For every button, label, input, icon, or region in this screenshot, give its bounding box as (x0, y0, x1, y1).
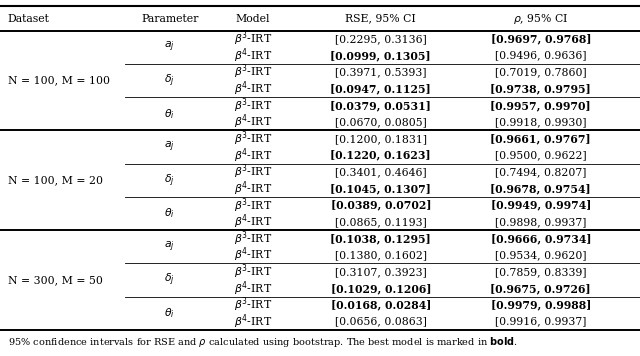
Text: [0.1038, 0.1295]: [0.1038, 0.1295] (330, 233, 431, 244)
Text: [0.1045, 0.1307]: [0.1045, 0.1307] (330, 183, 431, 194)
Text: $\theta_i$: $\theta_i$ (164, 107, 175, 121)
Text: $\beta^3$-IRT: $\beta^3$-IRT (234, 262, 272, 281)
Text: $\beta^3$-IRT: $\beta^3$-IRT (234, 63, 272, 82)
Text: [0.9534, 0.9620]: [0.9534, 0.9620] (495, 250, 586, 260)
Text: [0.7494, 0.8207]: [0.7494, 0.8207] (495, 167, 586, 177)
Text: [0.0999, 0.1305]: [0.0999, 0.1305] (330, 50, 431, 61)
Text: $\beta^4$-IRT: $\beta^4$-IRT (234, 146, 272, 165)
Text: [0.9500, 0.9622]: [0.9500, 0.9622] (495, 150, 587, 160)
Text: N = 100, M = 100: N = 100, M = 100 (8, 75, 109, 85)
Text: N = 100, M = 20: N = 100, M = 20 (8, 175, 102, 185)
Text: [0.9979, 0.9988]: [0.9979, 0.9988] (491, 299, 591, 310)
Text: [0.0379, 0.0531]: [0.0379, 0.0531] (330, 100, 431, 111)
Text: $\beta^3$-IRT: $\beta^3$-IRT (234, 196, 272, 215)
Text: 95% confidence intervals for RSE and $\rho$ calculated using bootstrap. The best: 95% confidence intervals for RSE and $\r… (8, 335, 517, 349)
Text: [0.1200, 0.1831]: [0.1200, 0.1831] (335, 134, 427, 144)
Text: $\beta^3$-IRT: $\beta^3$-IRT (234, 163, 272, 181)
Text: $\beta^4$-IRT: $\beta^4$-IRT (234, 246, 272, 265)
Text: [0.9957, 0.9970]: [0.9957, 0.9970] (490, 100, 591, 111)
Text: [0.3107, 0.3923]: [0.3107, 0.3923] (335, 267, 427, 277)
Text: [0.9666, 0.9734]: [0.9666, 0.9734] (490, 233, 591, 244)
Text: $\beta^3$-IRT: $\beta^3$-IRT (234, 229, 272, 248)
Text: [0.0670, 0.0805]: [0.0670, 0.0805] (335, 117, 427, 127)
Text: [0.9678, 0.9754]: [0.9678, 0.9754] (490, 183, 591, 194)
Text: $\beta^4$-IRT: $\beta^4$-IRT (234, 313, 272, 331)
Text: $\beta^3$-IRT: $\beta^3$-IRT (234, 30, 272, 48)
Text: [0.9496, 0.9636]: [0.9496, 0.9636] (495, 51, 586, 61)
Text: [0.9916, 0.9937]: [0.9916, 0.9937] (495, 317, 586, 327)
Text: $\beta^4$-IRT: $\beta^4$-IRT (234, 213, 272, 231)
Text: $\beta^3$-IRT: $\beta^3$-IRT (234, 130, 272, 148)
Text: $a_j$: $a_j$ (164, 240, 175, 254)
Text: Parameter: Parameter (141, 14, 198, 23)
Text: [0.9675, 0.9726]: [0.9675, 0.9726] (490, 283, 591, 294)
Text: [0.9918, 0.9930]: [0.9918, 0.9930] (495, 117, 586, 127)
Text: $\delta_j$: $\delta_j$ (164, 172, 175, 189)
Text: RSE, 95% CI: RSE, 95% CI (346, 14, 416, 23)
Text: [0.0168, 0.0284]: [0.0168, 0.0284] (331, 299, 431, 310)
Text: [0.0947, 0.1125]: [0.0947, 0.1125] (330, 83, 431, 94)
Text: Dataset: Dataset (8, 14, 49, 23)
Text: [0.0865, 0.1193]: [0.0865, 0.1193] (335, 217, 427, 227)
Text: [0.3401, 0.4646]: [0.3401, 0.4646] (335, 167, 427, 177)
Text: [0.9697, 0.9768]: [0.9697, 0.9768] (490, 33, 591, 44)
Text: $\beta^4$-IRT: $\beta^4$-IRT (234, 46, 272, 65)
Text: [0.9949, 0.9974]: [0.9949, 0.9974] (491, 200, 591, 211)
Text: [0.1380, 0.1602]: [0.1380, 0.1602] (335, 250, 427, 260)
Text: [0.9898, 0.9937]: [0.9898, 0.9937] (495, 217, 586, 227)
Text: $\rho$, 95% CI: $\rho$, 95% CI (513, 11, 568, 26)
Text: [0.2295, 0.3136]: [0.2295, 0.3136] (335, 34, 427, 44)
Text: $\beta^4$-IRT: $\beta^4$-IRT (234, 79, 272, 98)
Text: [0.7859, 0.8339]: [0.7859, 0.8339] (495, 267, 586, 277)
Text: [0.0389, 0.0702]: [0.0389, 0.0702] (330, 200, 431, 211)
Text: N = 300, M = 50: N = 300, M = 50 (8, 275, 102, 285)
Text: $a_j$: $a_j$ (164, 40, 175, 54)
Text: $\beta^3$-IRT: $\beta^3$-IRT (234, 96, 272, 115)
Text: [0.1029, 0.1206]: [0.1029, 0.1206] (330, 283, 431, 294)
Text: [0.1220, 0.1623]: [0.1220, 0.1623] (330, 150, 431, 161)
Text: [0.9661, 0.9767]: [0.9661, 0.9767] (490, 133, 591, 144)
Text: [0.9738, 0.9795]: [0.9738, 0.9795] (490, 83, 591, 94)
Text: $\beta^4$-IRT: $\beta^4$-IRT (234, 279, 272, 298)
Text: $\beta^4$-IRT: $\beta^4$-IRT (234, 113, 272, 131)
Text: [0.3971, 0.5393]: [0.3971, 0.5393] (335, 67, 426, 77)
Text: $\beta^4$-IRT: $\beta^4$-IRT (234, 179, 272, 198)
Text: [0.7019, 0.7860]: [0.7019, 0.7860] (495, 67, 587, 77)
Text: $\theta_i$: $\theta_i$ (164, 207, 175, 220)
Text: $a_j$: $a_j$ (164, 140, 175, 154)
Text: $\delta_j$: $\delta_j$ (164, 72, 175, 89)
Text: [0.0656, 0.0863]: [0.0656, 0.0863] (335, 317, 427, 327)
Text: $\beta^3$-IRT: $\beta^3$-IRT (234, 296, 272, 314)
Text: $\delta_j$: $\delta_j$ (164, 272, 175, 288)
Text: Model: Model (236, 14, 270, 23)
Text: $\theta_i$: $\theta_i$ (164, 307, 175, 320)
